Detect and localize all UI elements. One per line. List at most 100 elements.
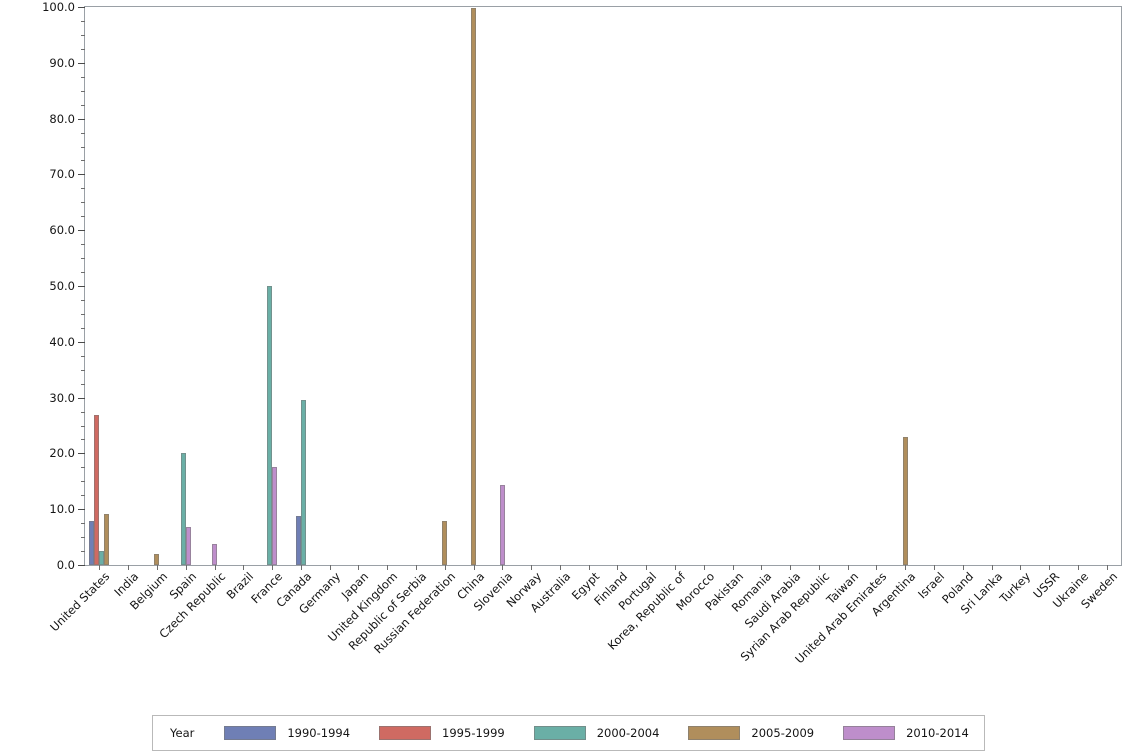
y-axis-tick-label: 30.0 (49, 390, 75, 405)
legend-label: 2010-2014 (906, 726, 969, 740)
legend-label: 2005-2009 (751, 726, 815, 740)
x-axis-tick (502, 565, 504, 570)
y-axis-minor-tick (81, 48, 85, 50)
y-axis-minor-tick (81, 523, 85, 525)
x-axis-tick (962, 565, 964, 570)
plot-area: 0.0 10.0 20.0 30.0 40.0 50.0 60.0 70.0 80.0 90.0 1… (42, 0, 1122, 572)
legend-label: 1995-1999 (442, 726, 505, 740)
x-axis-tick (214, 565, 216, 570)
y-axis-minor-tick (81, 439, 85, 441)
legend-entry[interactable]: 1990-1994 (224, 726, 350, 740)
plot-inner: 0.0 10.0 20.0 30.0 40.0 50.0 60.0 70.0 80.0 90.0 1… (42, 0, 1121, 572)
x-axis-tick (387, 565, 389, 570)
y-axis-minor-tick (81, 551, 85, 553)
y-axis-minor-tick (81, 495, 85, 497)
bar (212, 543, 217, 565)
x-axis-tick-label: United States (47, 569, 113, 635)
bar (154, 553, 160, 565)
bar (300, 400, 306, 565)
x-axis-tick (818, 565, 820, 570)
y-axis-minor-tick (81, 160, 85, 162)
legend-entry[interactable]: 2005-2009 (688, 726, 814, 740)
bar (272, 466, 278, 565)
x-axis-tick (358, 565, 360, 570)
x-axis-tick (272, 565, 274, 570)
x-axis-tick (732, 565, 734, 570)
bar (180, 452, 186, 565)
y-axis-minor-tick (81, 355, 85, 357)
x-axis-tick (444, 565, 446, 570)
x-axis-tick (559, 565, 561, 570)
y-axis-minor-tick (81, 313, 85, 315)
x-axis-tick (473, 565, 475, 570)
y-axis-minor-tick (81, 467, 85, 469)
x-axis-tick (1106, 565, 1108, 570)
x-axis-tick (991, 565, 993, 570)
bar (185, 527, 191, 565)
y-axis-tick-label: 40.0 (49, 334, 75, 349)
y-axis-minor-tick (81, 258, 85, 260)
bar (902, 436, 908, 565)
legend-entries: 1990-1994 1995-1999 2000-2004 2005-2009 2010… (224, 726, 997, 740)
bar (499, 485, 505, 565)
bar (104, 513, 110, 565)
bar (94, 414, 100, 565)
y-axis-minor-tick (81, 20, 85, 22)
y-axis-minor-tick (81, 369, 85, 371)
legend-label: 1990-1994 (287, 726, 351, 740)
y-axis-tick (78, 565, 85, 566)
x-axis-tick (1020, 565, 1022, 570)
x-axis-tick (761, 565, 763, 570)
x-axis-tick (790, 565, 792, 570)
bar (267, 286, 273, 565)
y-axis-minor-tick (81, 537, 85, 539)
x-axis-tick (156, 565, 158, 570)
x-axis-tick (329, 565, 331, 570)
x-axis-tick (933, 565, 935, 570)
legend-swatch (379, 726, 432, 740)
y-axis-minor-tick (81, 34, 85, 36)
x-axis-tick (300, 565, 302, 570)
y-axis-minor-tick (81, 481, 85, 483)
y-axis-minor-tick (81, 216, 85, 218)
y-axis-minor-tick (81, 76, 85, 78)
bar (295, 516, 301, 565)
y-axis-tick-label: 20.0 (49, 446, 75, 461)
x-axis-tick (1077, 565, 1079, 570)
x-axis-tick-labels: United States India Belgium Spain Czech Repu… (48, 569, 1122, 700)
x-axis-tick-label: Turkey (997, 569, 1034, 606)
y-axis-tick-label: 10.0 (49, 502, 75, 517)
y-axis-tick-label: 50.0 (49, 279, 75, 293)
bar (471, 7, 476, 565)
x-axis-tick (1049, 565, 1051, 570)
legend-swatch (688, 726, 741, 740)
y-axis-tick-label: 60.0 (49, 223, 75, 238)
y-axis-tick-label: 70.0 (49, 167, 75, 182)
y-axis-minor-tick (81, 383, 85, 385)
x-axis-tick (703, 565, 705, 570)
x-axis-tick (847, 565, 849, 570)
y-axis-minor-tick (81, 299, 85, 301)
y-axis-minor-tick (81, 425, 85, 427)
x-axis-tick (531, 565, 533, 570)
chart-legend: Year 1990-1994 1995-1999 2000-2004 2005-200… (152, 715, 985, 751)
legend-swatch (843, 726, 896, 740)
x-axis-tick (876, 565, 878, 570)
y-axis-minor-tick (81, 411, 85, 413)
legend-entry[interactable]: 2000-2004 (533, 726, 659, 740)
x-axis-tick (185, 565, 187, 570)
y-axis-tick (78, 62, 85, 64)
y-axis-minor-tick (81, 202, 85, 204)
y-axis-minor-tick (81, 188, 85, 190)
x-axis-tick (243, 565, 245, 570)
bar (99, 550, 105, 565)
y-axis-tick (78, 7, 85, 8)
legend-entry[interactable]: 1995-1999 (379, 726, 505, 740)
legend-entry[interactable]: 2010-2014 (843, 726, 969, 740)
y-axis-tick (78, 509, 85, 511)
x-axis-tick (617, 565, 619, 570)
y-axis-minor-tick (81, 146, 85, 148)
legend-swatch (224, 726, 277, 740)
y-axis-minor-tick (81, 132, 85, 134)
